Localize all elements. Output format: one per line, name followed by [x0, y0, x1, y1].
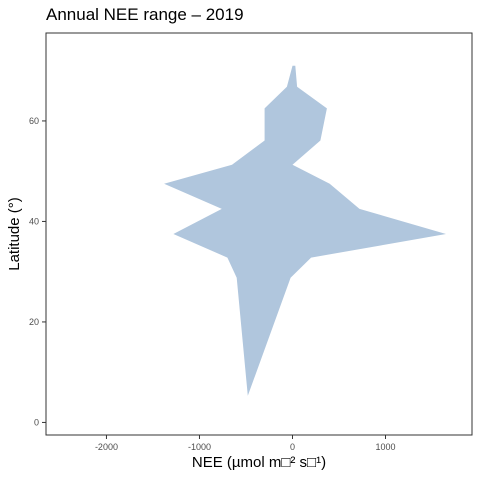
y-tick-label: 20 — [29, 317, 39, 327]
chart-title: Annual NEE range – 2019 — [46, 5, 244, 24]
y-tick-label: 40 — [29, 216, 39, 226]
x-tick-label: 0 — [290, 442, 295, 452]
plot-frame — [45, 32, 473, 436]
y-tick-label: 0 — [34, 417, 39, 427]
x-axis-title: NEE (µmol m□² s□¹) — [192, 454, 326, 471]
y-tick-label: 60 — [29, 116, 39, 126]
plot-area — [45, 32, 473, 436]
x-tick-label: -2000 — [95, 442, 118, 452]
x-axis: -2000 -1000 0 1000 — [95, 435, 396, 452]
nee-range-area — [164, 65, 446, 396]
x-tick-label: -1000 — [188, 442, 211, 452]
y-axis: 0 20 40 60 — [29, 116, 46, 427]
x-tick-label: 1000 — [375, 442, 395, 452]
y-axis-title: Latitude (°) — [6, 197, 23, 271]
